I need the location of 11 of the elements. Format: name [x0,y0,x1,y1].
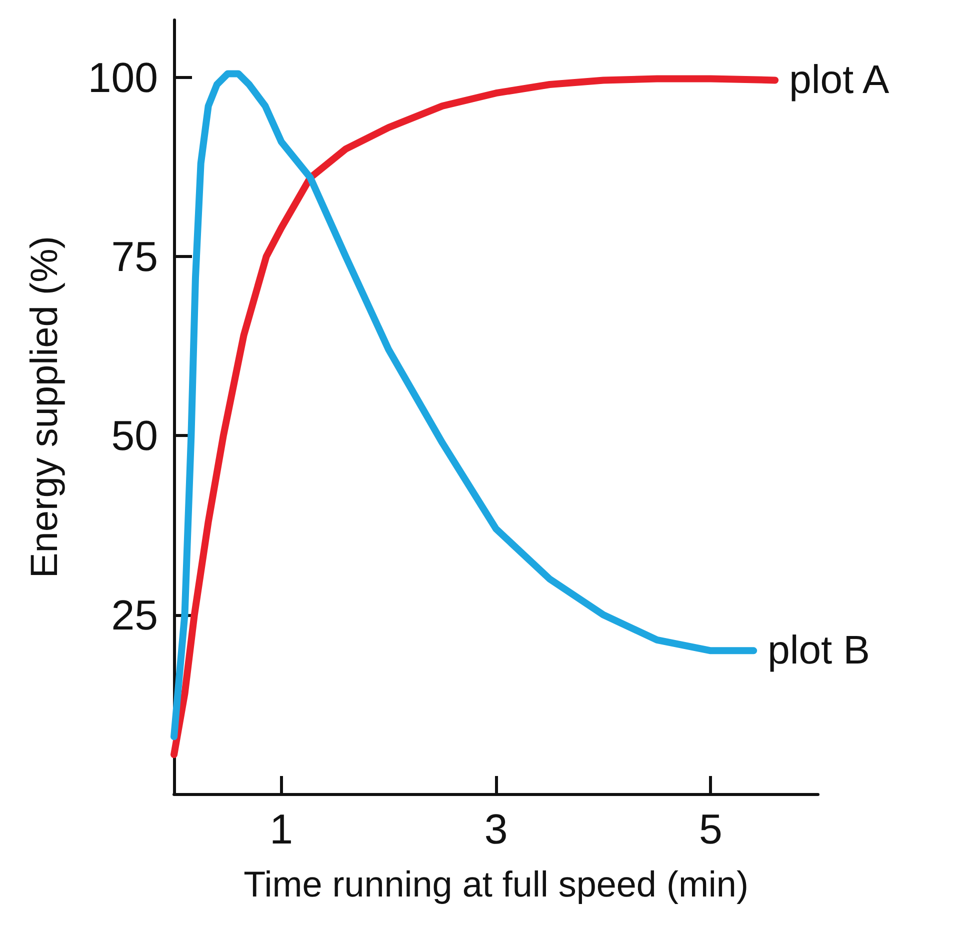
x-axis-title: Time running at full speed (min) [244,864,748,904]
y-tick-label: 75 [111,233,158,280]
y-tick-label: 50 [111,412,158,460]
x-tick-label: 3 [484,806,508,852]
x-tick-label: 5 [698,806,722,852]
y-axis-title: Energy supplied (%) [24,236,66,578]
series-label: plot B [768,628,870,673]
y-tick-label: 25 [111,591,158,638]
y-tick-label: 100 [88,54,158,101]
x-tick-label: 1 [270,806,294,852]
series-label: plot A [789,58,890,102]
